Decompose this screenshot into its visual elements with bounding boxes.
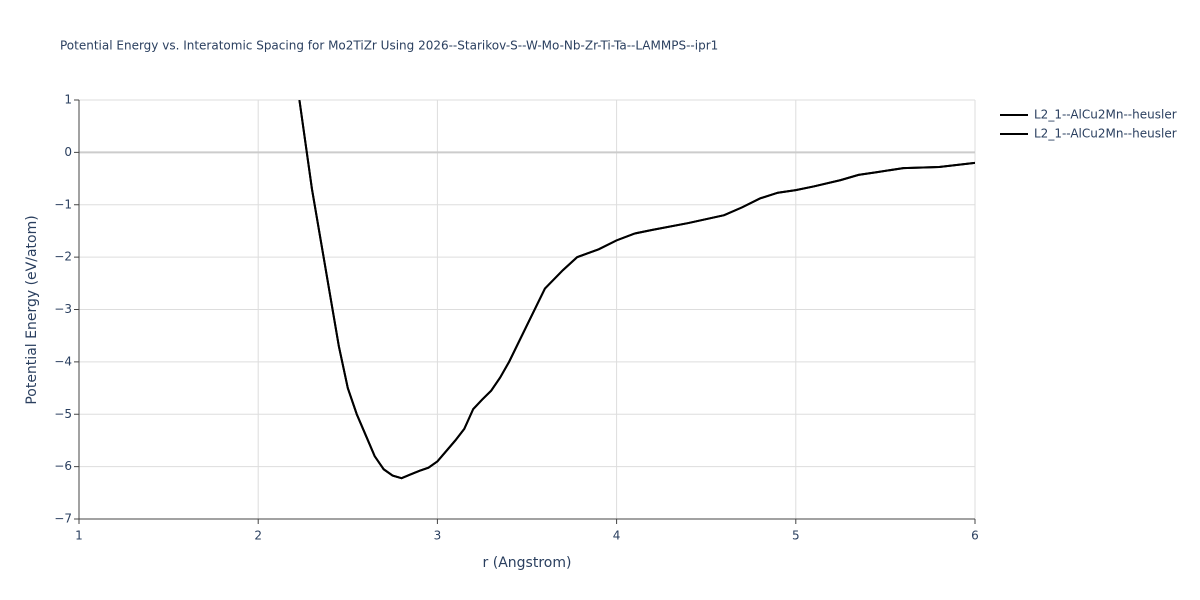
x-tick-label: 3 <box>434 529 442 543</box>
legend-label: L2_1--AlCu2Mn--heusler <box>1034 127 1177 141</box>
y-axis-label: Potential Energy (eV/atom) <box>24 215 40 404</box>
x-tick-label: 6 <box>971 529 979 543</box>
x-tick-label: 1 <box>75 529 83 543</box>
y-tick-label: −7 <box>54 512 72 526</box>
data-line <box>298 100 975 480</box>
legend-label: L2_1--AlCu2Mn--heusler <box>1034 108 1177 122</box>
y-tick-label: −1 <box>54 197 72 211</box>
y-tick-label: 1 <box>64 93 72 107</box>
y-tick-label: −6 <box>54 459 72 473</box>
chart-title: Potential Energy vs. Interatomic Spacing… <box>60 39 718 53</box>
y-tick-label: −2 <box>54 250 72 264</box>
y-tick-label: −3 <box>54 302 72 316</box>
x-tick-label: 4 <box>613 529 621 543</box>
data-line <box>298 100 975 480</box>
x-axis-label: r (Angstrom) <box>483 555 572 571</box>
y-tick-label: −5 <box>54 407 72 421</box>
y-tick-label: −4 <box>54 354 72 368</box>
x-tick-label: 2 <box>254 529 262 543</box>
y-tick-label: 0 <box>64 145 72 159</box>
x-tick-label: 5 <box>792 529 800 543</box>
